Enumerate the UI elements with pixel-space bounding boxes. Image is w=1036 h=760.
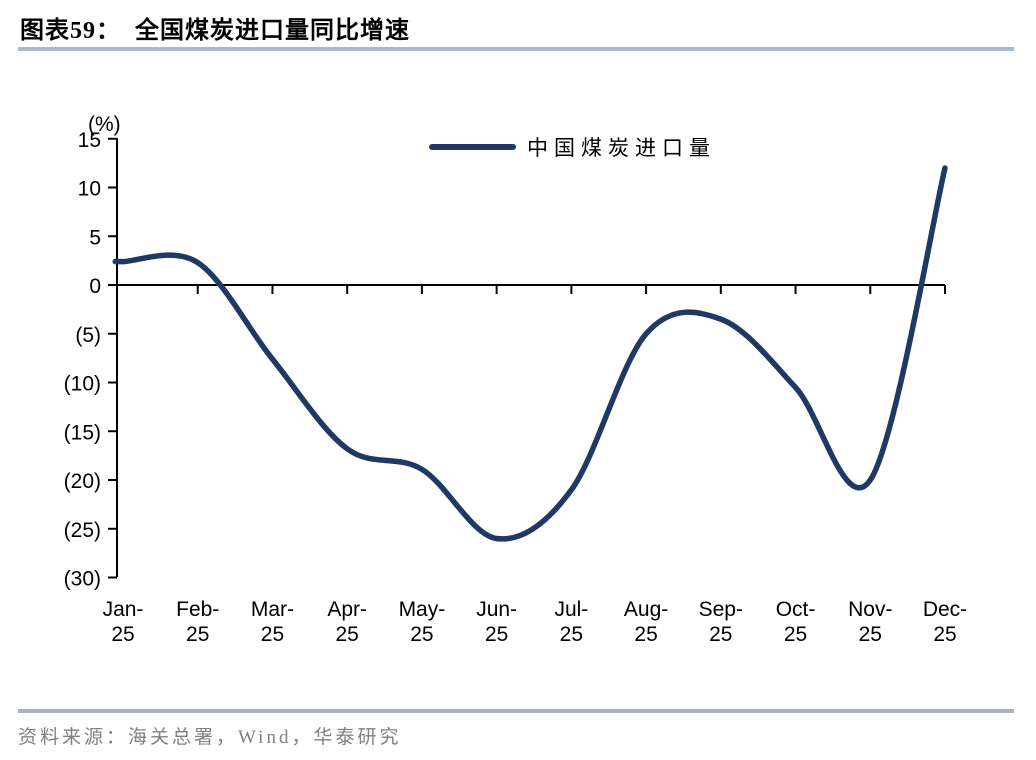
title-underline xyxy=(18,47,1014,51)
y-axis-label: (25) xyxy=(64,519,101,542)
y-axis-unit-label: (%) xyxy=(88,113,121,136)
chart-canvas: 15 10 5 0 (5) (10) (15) (20) (25) (30) (%) Jan-25 Fe… xyxy=(64,113,968,646)
y-axis-label: (5) xyxy=(75,324,101,347)
x-axis-label: Aug-25 xyxy=(624,598,668,646)
y-axis-label: 5 xyxy=(89,226,101,249)
x-axis-label: Oct-25 xyxy=(776,598,816,646)
y-axis-label: (10) xyxy=(64,373,101,396)
x-axis-label: May-25 xyxy=(399,598,446,646)
x-axis-label: Sep-25 xyxy=(699,598,743,646)
x-axis-label: Jul-25 xyxy=(554,598,588,646)
x-axis-label: Dec-25 xyxy=(923,598,967,646)
footer-divider xyxy=(18,709,1014,713)
x-axis-label: Feb-25 xyxy=(176,598,219,646)
x-axis-label: Nov-25 xyxy=(848,598,892,646)
x-axis-label: Jun-25 xyxy=(476,598,517,646)
y-axis-label: (20) xyxy=(64,470,101,493)
x-axis-label: Mar-25 xyxy=(251,598,294,646)
figure-title: 图表59： 全国煤炭进口量同比增速 xyxy=(20,18,410,44)
y-axis-label: (30) xyxy=(64,568,101,591)
x-axis-label: Apr-25 xyxy=(327,598,367,646)
y-axis-label: 15 xyxy=(78,129,101,152)
y-axis-label: 10 xyxy=(78,178,101,201)
y-axis-label: (15) xyxy=(64,421,101,444)
legend-label: 中国煤炭进口量 xyxy=(527,136,716,160)
series-line xyxy=(112,165,948,542)
x-axis-label: Jan-25 xyxy=(103,598,144,646)
figure-source: 资料来源：海关总署，Wind，华泰研究 xyxy=(18,727,402,748)
y-axis-label: 0 xyxy=(89,275,101,298)
coal-import-line-chart: 15 10 5 0 (5) (10) (15) (20) (25) (30) (%) Jan-25 Fe… xyxy=(64,113,968,646)
